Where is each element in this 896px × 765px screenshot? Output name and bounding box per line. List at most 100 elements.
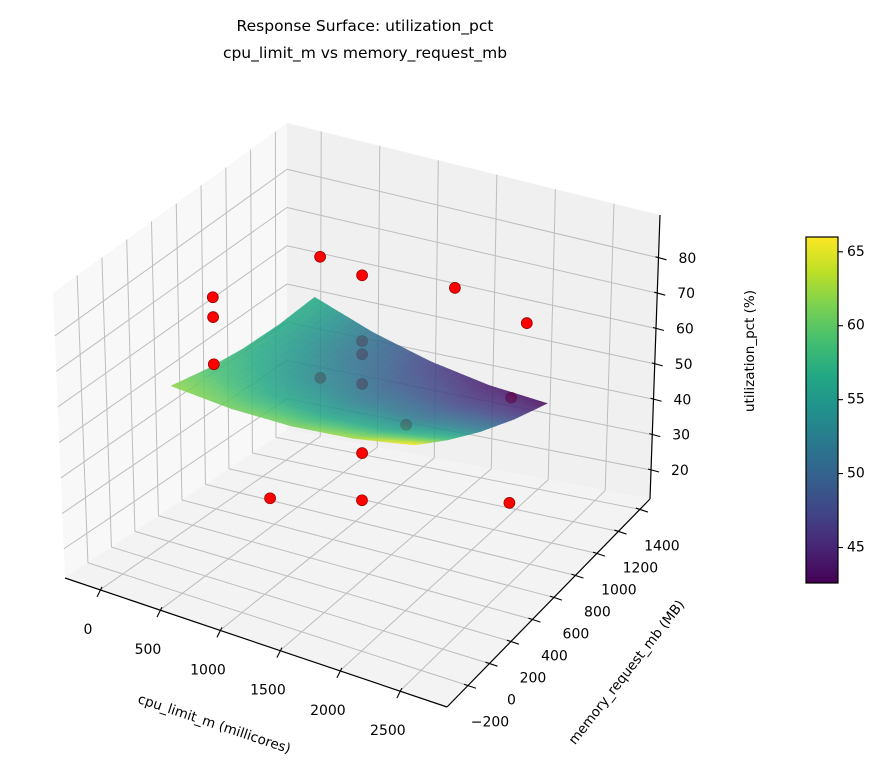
grid-line (219, 457, 435, 631)
grid-line (56, 207, 288, 372)
z-tick (655, 256, 667, 261)
data-point (449, 282, 461, 294)
floor-pane (65, 430, 650, 707)
grid-line (126, 239, 136, 532)
y-tick-label: −200 (471, 715, 509, 731)
grid-line (547, 189, 556, 480)
x-tick-label: 1500 (250, 683, 286, 699)
z-tick (647, 468, 660, 473)
response-surface (170, 296, 548, 446)
x-tick (216, 627, 223, 638)
z-tick-label: 30 (672, 428, 690, 444)
y-tick (549, 595, 563, 601)
colorbar-tick-label: 50 (847, 466, 865, 482)
y-tick (635, 507, 649, 513)
x-tick-label: 2500 (370, 723, 406, 739)
x-tick-label: 500 (135, 642, 162, 658)
z-tick-label: 70 (677, 286, 695, 302)
z-tick-label: 40 (674, 392, 692, 408)
grid-line (111, 546, 490, 664)
grid-line (279, 468, 492, 651)
data-point (356, 494, 368, 507)
colorbar-gradient (805, 236, 839, 584)
y-tick-label: 600 (563, 626, 590, 642)
grid-line (181, 499, 555, 598)
data-point (207, 358, 220, 371)
grid-line (228, 468, 598, 554)
grid-line (286, 168, 659, 259)
grid-line (101, 257, 112, 548)
grid-line (59, 283, 288, 443)
grid-line (399, 490, 606, 692)
x-axis-line (64, 577, 448, 708)
y-tick-label: 0 (507, 693, 516, 709)
x-tick (156, 606, 163, 618)
grid-line (286, 245, 657, 330)
x-tick-label: 2000 (310, 703, 346, 719)
z-tick (649, 433, 661, 438)
x-tick (96, 586, 103, 598)
scatter-points (206, 250, 533, 509)
grid-line (175, 203, 183, 501)
colorbar: 45 50 55 60 65 (805, 236, 865, 584)
data-point (520, 317, 533, 329)
data-point (207, 311, 219, 323)
grid-line (286, 207, 658, 294)
data-point (314, 250, 326, 263)
grid-line (76, 275, 89, 563)
colorbar-tick-label: 45 (847, 540, 865, 556)
grid-line (339, 479, 549, 672)
y-tick (614, 529, 627, 535)
x-tick-label: 0 (84, 622, 93, 638)
surface-patch (407, 443, 418, 446)
z-tick (652, 326, 665, 332)
z-tick-label: 80 (678, 251, 696, 267)
data-point (206, 291, 219, 304)
grid-line (158, 515, 533, 620)
grid-line (286, 283, 655, 365)
z-tick (651, 362, 663, 367)
chart-subtitle: cpu_limit_m vs memory_request_mb (223, 44, 507, 63)
x-tick-label: 1000 (190, 662, 226, 678)
grid-line (99, 435, 321, 591)
grid-line (134, 530, 512, 642)
grid-line (54, 168, 288, 337)
y-axis-line (446, 498, 651, 708)
data-point (356, 269, 368, 282)
y-tick (463, 683, 477, 689)
tick-labels: 05001000150020002500−2000200400600800100… (84, 251, 697, 739)
y-tick (571, 573, 584, 579)
axis-lines (64, 214, 667, 708)
grid-line (225, 167, 230, 469)
y-tick-label: 200 (520, 670, 547, 686)
x-tick (336, 667, 343, 679)
y-tick (485, 661, 498, 667)
grid-line (275, 436, 640, 510)
z-tick-label: 60 (676, 322, 694, 338)
data-point (264, 492, 276, 505)
y-tick (528, 617, 541, 623)
grid-line (63, 398, 288, 550)
data-point (356, 447, 368, 459)
x-axis-label: cpu_limit_m (millicores) (136, 691, 293, 757)
data-point (503, 497, 516, 509)
z-tick-label: 20 (671, 463, 689, 479)
colorbar-tick-label: 55 (847, 392, 865, 408)
chart-title: Response Surface: utilization_pct (237, 17, 494, 36)
y-tick-label: 1000 (601, 582, 637, 598)
z-axis-line (649, 214, 661, 500)
grid-line (200, 185, 206, 485)
x-tick (396, 687, 403, 699)
colorbar-tick-label: 60 (847, 318, 865, 334)
z-tick-label: 50 (675, 357, 693, 373)
y-tick-label: 400 (541, 648, 568, 664)
grid-line (87, 562, 469, 687)
grid-line (57, 245, 288, 408)
grid-line (252, 452, 619, 532)
y-tick (592, 551, 606, 557)
y-tick-label: 1400 (644, 538, 680, 554)
z-tick (654, 291, 666, 296)
grid-line (150, 221, 159, 516)
grid-line (604, 203, 615, 491)
